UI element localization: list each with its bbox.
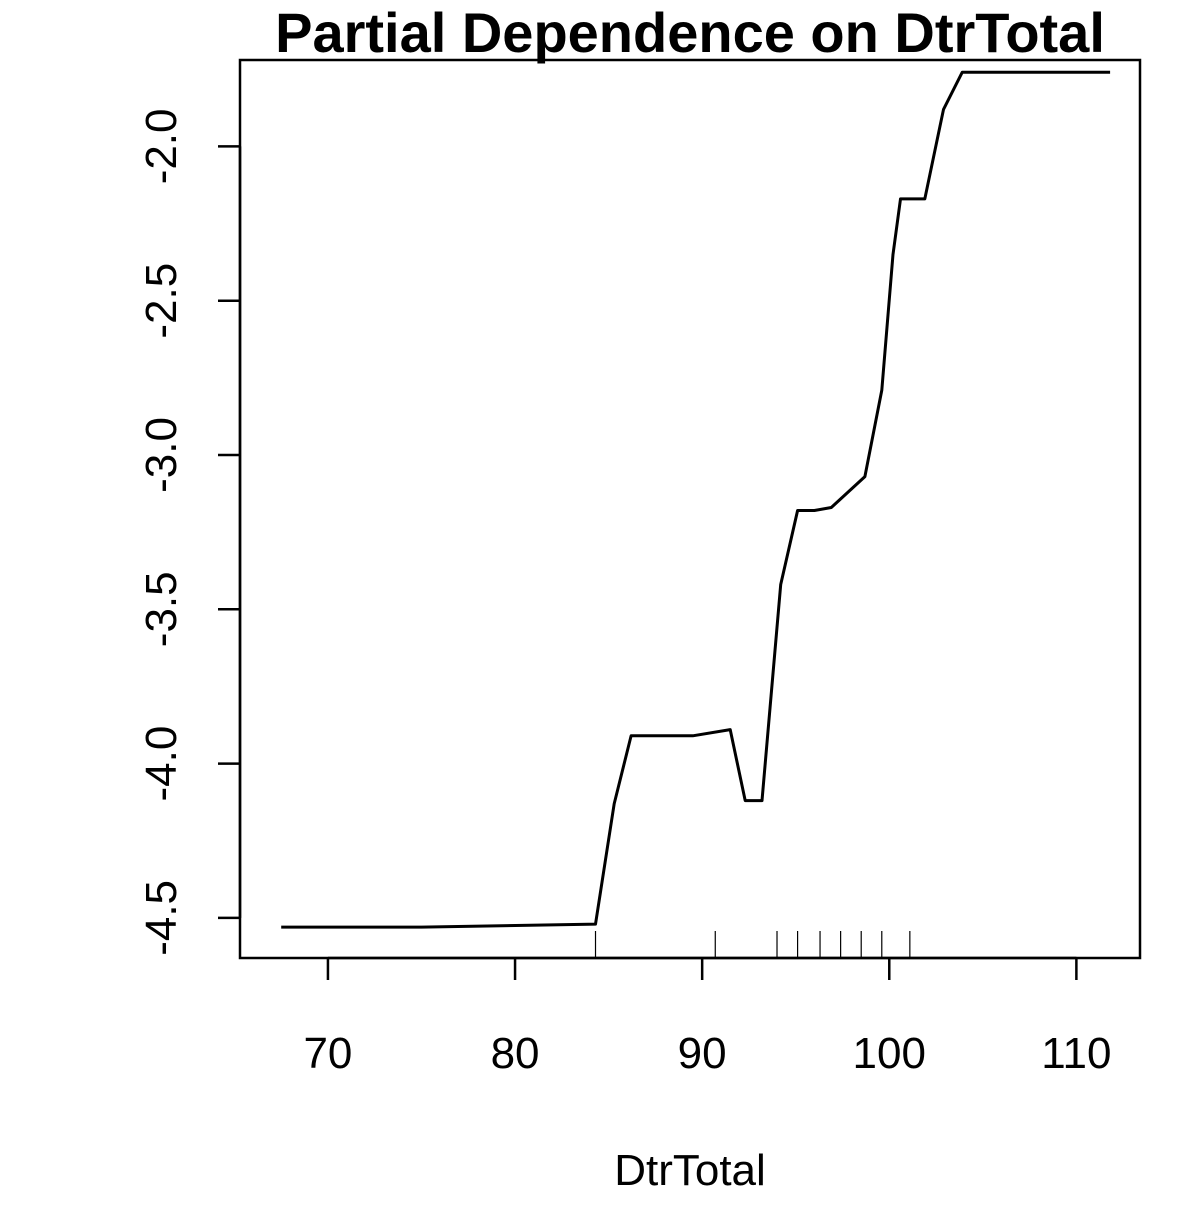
y-tick-label: -4.5: [137, 880, 186, 956]
y-tick-label: -3.5: [137, 571, 186, 647]
x-tick-label: 90: [678, 1029, 727, 1078]
chart-title: Partial Dependence on DtrTotal: [275, 1, 1105, 64]
series-group: [281, 70, 1111, 929]
x-tick-label: 70: [303, 1029, 352, 1078]
x-tick-label: 100: [853, 1029, 926, 1078]
x-tick-label: 80: [491, 1029, 540, 1078]
x-axis-label: DtrTotal: [614, 1146, 766, 1195]
y-tick-label: -3.0: [137, 417, 186, 493]
x-axis: 70 80 90 100 110: [303, 956, 1111, 1078]
x-tick-label: 110: [1041, 1029, 1111, 1078]
plot-frame: [238, 58, 1142, 960]
partial-dependence-line: [281, 70, 1111, 929]
y-tick-label: -4.0: [137, 726, 186, 802]
y-axis: -4.5 -4.0 -3.5 -3.0 -2.5 -2.0: [137, 108, 242, 956]
y-tick-label: -2.0: [137, 108, 186, 184]
y-tick-label: -2.5: [137, 263, 186, 339]
rug-marks: [594, 931, 911, 958]
